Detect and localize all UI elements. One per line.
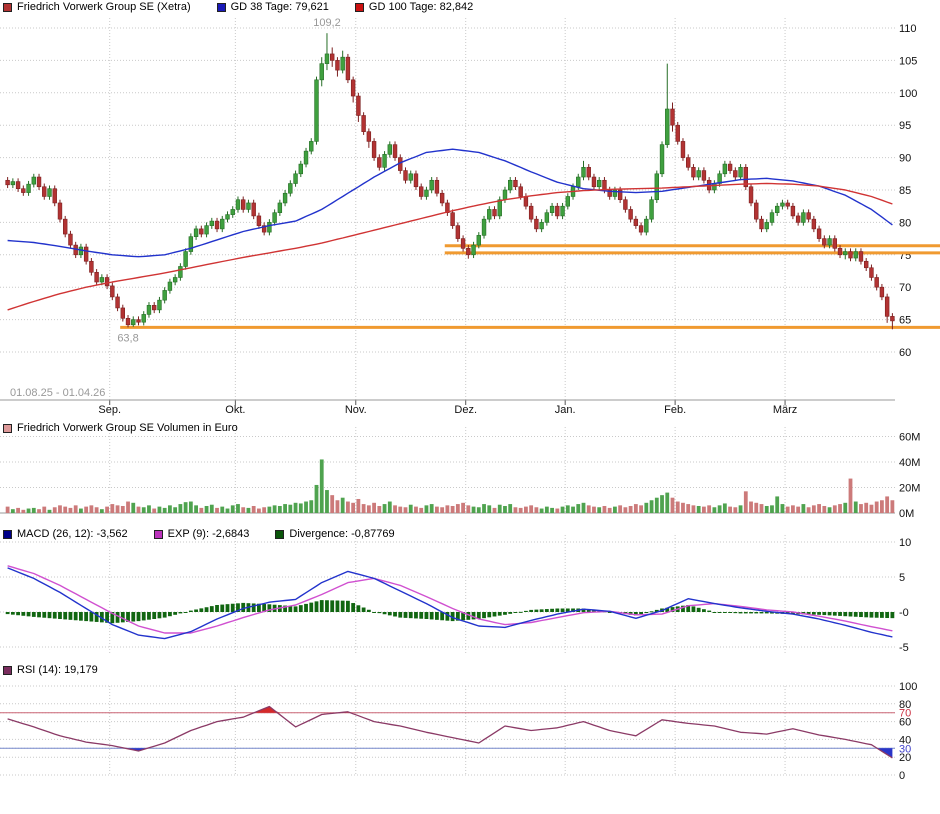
svg-text:0: 0	[899, 770, 905, 782]
macd-label: MACD (26, 12): -3,562	[17, 528, 128, 540]
svg-text:105: 105	[899, 55, 917, 67]
volume-chart-canvas[interactable]: 60M 40M 20M 0M	[0, 421, 940, 527]
legend-item-divergence: Divergence: -0,87769	[275, 528, 395, 540]
svg-text:01.08.25 - 01.04.26: 01.08.25 - 01.04.26	[10, 387, 105, 399]
svg-text:65: 65	[899, 315, 911, 327]
svg-text:100: 100	[899, 88, 917, 100]
exp-color-swatch	[153, 529, 163, 539]
svg-text:109,2: 109,2	[313, 17, 341, 29]
price-legend: Friedrich Vorwerk Group SE (Xetra) GD 38…	[3, 1, 473, 13]
rsi-color-swatch	[3, 665, 12, 675]
svg-text:85: 85	[899, 185, 911, 197]
divergence-label: Divergence: -0,87769	[289, 528, 395, 540]
divergence-color-swatch	[275, 529, 285, 539]
svg-text:Dez.: Dez.	[454, 404, 477, 416]
legend-item-macd: MACD (26, 12): -3,562	[3, 528, 128, 540]
series-color-swatch	[3, 2, 12, 12]
volume-label: Friedrich Vorwerk Group SE Volumen in Eu…	[17, 422, 238, 434]
legend-item-rsi: RSI (14): 19,179	[3, 664, 98, 676]
svg-text:Jan.: Jan.	[555, 404, 576, 416]
svg-text:März: März	[773, 404, 797, 416]
svg-text:-5: -5	[899, 642, 909, 654]
svg-text:100: 100	[899, 681, 917, 693]
svg-text:40: 40	[899, 734, 911, 746]
macd-panel: MACD (26, 12): -3,562 EXP (9): -2,6843 D…	[0, 527, 940, 663]
rsi-label: RSI (14): 19,179	[17, 664, 98, 676]
rsi-panel: RSI (14): 19,179 100 80 70 60 40 30 20 0	[0, 663, 940, 814]
legend-item-gd38: GD 38 Tage: 79,621	[216, 1, 329, 13]
svg-text:Nov.: Nov.	[345, 404, 367, 416]
gd38-color-swatch	[216, 2, 226, 12]
svg-text:Okt.: Okt.	[225, 404, 245, 416]
rsi-legend: RSI (14): 19,179	[3, 664, 98, 676]
series-label: Friedrich Vorwerk Group SE (Xetra)	[17, 1, 191, 13]
svg-text:70: 70	[899, 282, 911, 294]
legend-item-gd100: GD 100 Tage: 82,842	[354, 1, 474, 13]
legend-item-series: Friedrich Vorwerk Group SE (Xetra)	[3, 1, 191, 13]
svg-text:5: 5	[899, 572, 905, 584]
svg-text:10: 10	[899, 537, 911, 549]
svg-text:60: 60	[899, 347, 911, 359]
svg-text:40M: 40M	[899, 457, 920, 469]
svg-text:60: 60	[899, 717, 911, 729]
macd-legend: MACD (26, 12): -3,562 EXP (9): -2,6843 D…	[3, 528, 395, 540]
svg-text:Feb.: Feb.	[664, 404, 686, 416]
price-panel: Friedrich Vorwerk Group SE (Xetra) GD 38…	[0, 0, 940, 421]
gd38-label: GD 38 Tage: 79,621	[230, 1, 329, 13]
svg-text:110: 110	[899, 23, 917, 35]
svg-text:20: 20	[899, 752, 911, 764]
svg-text:Sep.: Sep.	[98, 404, 121, 416]
volume-panel: Friedrich Vorwerk Group SE Volumen in Eu…	[0, 421, 940, 527]
exp-label: EXP (9): -2,6843	[167, 528, 250, 540]
legend-item-exp: EXP (9): -2,6843	[153, 528, 250, 540]
macd-color-swatch	[3, 529, 12, 539]
gd100-color-swatch	[354, 2, 364, 12]
svg-text:63,8: 63,8	[117, 332, 138, 344]
svg-text:95: 95	[899, 120, 911, 132]
svg-text:80: 80	[899, 217, 911, 229]
volume-legend: Friedrich Vorwerk Group SE Volumen in Eu…	[3, 422, 238, 434]
svg-text:90: 90	[899, 153, 911, 165]
svg-text:30: 30	[899, 743, 911, 755]
volume-color-swatch	[3, 423, 12, 433]
gd100-label: GD 100 Tage: 82,842	[368, 1, 474, 13]
svg-text:20M: 20M	[899, 483, 920, 495]
svg-text:70: 70	[899, 708, 911, 720]
svg-text:0M: 0M	[899, 508, 914, 520]
svg-text:80: 80	[899, 699, 911, 711]
legend-item-volume: Friedrich Vorwerk Group SE Volumen in Eu…	[3, 422, 238, 434]
svg-text:60M: 60M	[899, 432, 920, 444]
macd-chart-canvas[interactable]: 10 5 -0 -5	[0, 527, 940, 663]
svg-text:-0: -0	[899, 607, 909, 619]
